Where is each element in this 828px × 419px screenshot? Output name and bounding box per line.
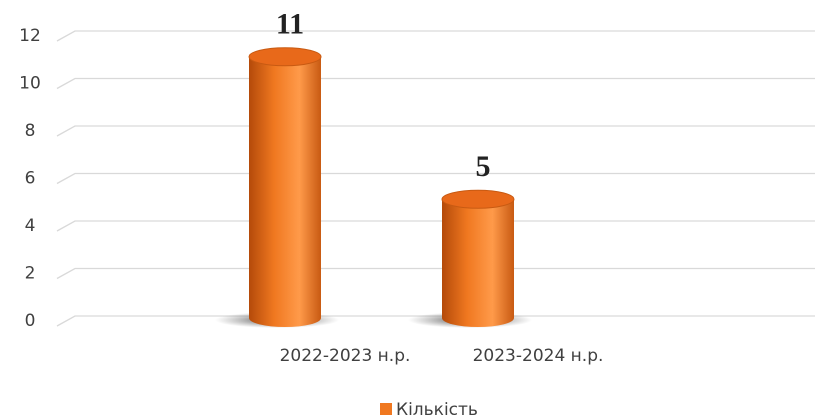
grid-line — [56, 30, 815, 42]
grid-line — [56, 125, 815, 137]
x-tick-label: 2022-2023 н.р. — [280, 346, 411, 366]
grid-line — [56, 77, 815, 90]
bar — [249, 56, 321, 327]
y-tick-label: 8 — [25, 121, 36, 141]
value-label: 11 — [276, 8, 304, 41]
value-label: 5 — [476, 150, 491, 183]
y-tick-label: 2 — [25, 264, 36, 284]
y-tick-label: 10 — [19, 74, 41, 94]
y-tick-label: 12 — [19, 26, 41, 46]
y-tick-label: 6 — [25, 169, 36, 189]
grid-line — [56, 267, 815, 280]
grid-line — [56, 172, 815, 185]
legend-swatch — [380, 403, 392, 415]
bar-top — [441, 189, 515, 209]
grid-line — [56, 315, 815, 327]
bar — [442, 199, 514, 327]
legend-label: Кількість — [396, 400, 478, 419]
bar-top — [248, 47, 322, 67]
y-tick-label: 0 — [25, 311, 36, 331]
y-tick-label: 4 — [25, 216, 36, 236]
x-tick-label: 2023-2024 н.р. — [473, 346, 604, 366]
grid-line — [56, 220, 815, 232]
